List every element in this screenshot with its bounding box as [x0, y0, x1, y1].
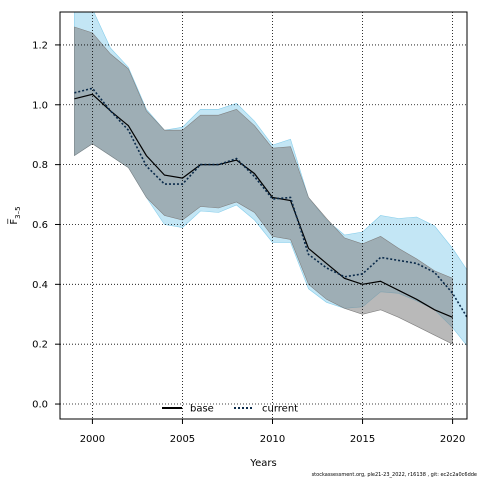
- x-axis-ticks: 2000 2005 2010 2015 2020: [80, 419, 465, 445]
- plot-frame: [59, 11, 468, 420]
- y-tick-label: 0.8: [32, 160, 48, 171]
- x-tick-label: 2010: [260, 434, 285, 445]
- x-tick-label: 2015: [350, 434, 375, 445]
- grid-lines: [60, 12, 467, 419]
- y-tick-label: 0.4: [32, 280, 48, 291]
- x-tick-label: 2020: [440, 434, 465, 445]
- y-axis-title-main: F̅: [7, 218, 20, 225]
- y-tick-label: 1.0: [32, 100, 48, 111]
- legend-label-current: current: [262, 404, 298, 415]
- series-line-base: [74, 93, 453, 318]
- y-tick-label: 0.2: [32, 340, 48, 351]
- y-tick-label: 0.6: [32, 220, 48, 231]
- y-axis-title-subscript: 3–5: [14, 206, 22, 218]
- x-tick-label: 2005: [170, 434, 195, 445]
- svg-text:F̅3–5: F̅3–5: [7, 206, 22, 224]
- series-line-current: [74, 87, 467, 319]
- legend: base current: [162, 404, 298, 415]
- legend-label-base: base: [190, 404, 214, 415]
- y-axis-title: F̅3–5: [7, 206, 22, 224]
- footer-credit: stockassessment.org, ple21-23_2022, r161…: [311, 472, 477, 478]
- y-axis-ticks: 0.0 0.2 0.4 0.6 0.8 1.0 1.2: [32, 40, 60, 411]
- x-tick-label: 2000: [80, 434, 105, 445]
- x-axis-title: Years: [249, 458, 276, 469]
- series-lines: [74, 87, 467, 319]
- y-tick-label: 0.0: [32, 400, 48, 411]
- y-tick-label: 1.2: [32, 40, 48, 51]
